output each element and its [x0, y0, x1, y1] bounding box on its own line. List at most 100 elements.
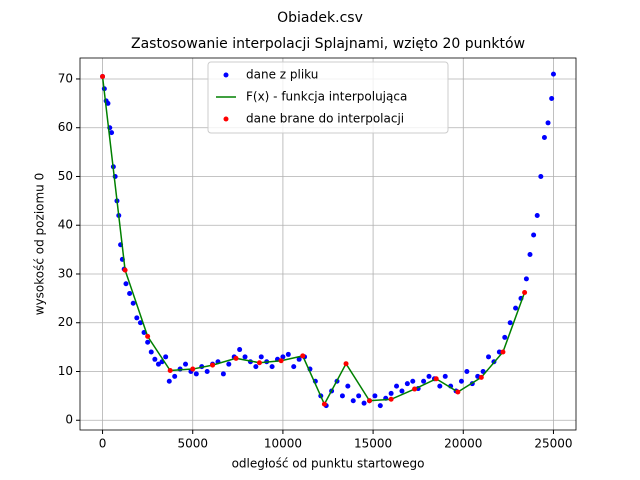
data-line	[101, 76, 526, 406]
data-point	[343, 361, 349, 367]
data-point	[496, 349, 502, 355]
data-point	[134, 315, 140, 321]
data-point	[100, 74, 106, 80]
data-point	[242, 354, 248, 360]
data-point	[502, 334, 508, 340]
data-point	[145, 339, 151, 345]
data-point	[163, 354, 169, 360]
y-tick-label: 30	[58, 266, 73, 280]
data-point	[109, 130, 115, 136]
y-tick-label: 20	[58, 315, 73, 329]
data-point	[167, 368, 173, 374]
y-tick-label: 50	[58, 169, 73, 183]
x-tick-label: 0	[99, 437, 107, 451]
data-point	[137, 320, 143, 326]
data-point	[523, 276, 529, 282]
y-tick-label: 60	[58, 120, 73, 134]
data-point	[226, 361, 232, 367]
data-point	[513, 305, 519, 311]
data-point	[345, 383, 351, 389]
data-point	[253, 364, 259, 370]
data-point	[123, 281, 129, 287]
x-axis-label: odległość od punktu startowego	[232, 457, 425, 471]
data-point	[233, 355, 239, 361]
data-point	[545, 120, 551, 126]
data-point	[258, 354, 264, 360]
data-point	[321, 401, 327, 407]
data-point	[426, 373, 432, 379]
data-point	[455, 389, 461, 395]
data-point	[285, 351, 291, 357]
legend-swatch	[223, 116, 229, 122]
data-point	[527, 251, 533, 257]
data-point	[388, 396, 394, 402]
data-point	[237, 347, 243, 353]
data-point	[155, 361, 161, 367]
data-point	[538, 173, 544, 179]
legend-swatch	[223, 72, 229, 78]
data-point	[122, 267, 128, 273]
data-point	[550, 71, 556, 77]
y-tick-label: 40	[58, 218, 73, 232]
x-tick-label: 10000	[264, 437, 302, 451]
data-point	[291, 364, 297, 370]
data-point	[534, 212, 540, 218]
data-point	[549, 95, 555, 101]
data-point	[437, 383, 443, 389]
legend-label: F(x) - funkcja interpolująca	[246, 90, 407, 104]
x-tick-label: 15000	[354, 437, 392, 451]
x-tick-label: 20000	[444, 437, 482, 451]
data-point	[421, 378, 427, 384]
data-point	[412, 386, 418, 392]
data-point	[394, 383, 400, 389]
data-point	[458, 378, 464, 384]
y-tick-label: 70	[58, 71, 73, 85]
data-point	[172, 373, 178, 379]
data-point	[507, 320, 513, 326]
data-point	[300, 353, 306, 359]
data-point	[339, 393, 345, 399]
data-point	[130, 300, 136, 306]
data-point	[166, 378, 172, 384]
x-tick-label: 25000	[534, 437, 572, 451]
data-point	[442, 373, 448, 379]
data-point	[372, 393, 378, 399]
data-point	[280, 354, 286, 360]
data-point	[210, 362, 216, 368]
data-point	[366, 398, 372, 404]
data-point	[404, 381, 410, 387]
data-point	[193, 371, 199, 377]
data-point	[399, 388, 405, 394]
data-point	[541, 134, 547, 140]
data-point	[256, 360, 262, 366]
data-point	[433, 376, 439, 382]
data-point	[531, 232, 537, 238]
data-point	[278, 358, 284, 364]
data-point	[388, 390, 394, 396]
data-point	[410, 378, 416, 384]
data-point	[296, 356, 302, 362]
y-tick-label: 10	[58, 364, 73, 378]
data-point	[350, 398, 356, 404]
plot-frame	[79, 57, 577, 431]
legend-box	[207, 61, 449, 134]
data-point	[486, 354, 492, 360]
data-point	[183, 361, 189, 367]
data-point	[127, 290, 133, 296]
data-point	[377, 403, 383, 409]
data-point	[152, 356, 158, 362]
data-point	[464, 368, 470, 374]
data-point	[361, 400, 367, 406]
x-tick-label: 5000	[177, 437, 208, 451]
data-point	[269, 364, 275, 370]
data-point	[478, 374, 484, 380]
y-axis-label: wysokość od poziomu 0	[33, 173, 47, 316]
data-point	[145, 333, 151, 339]
chart-subtitle: Zastosowanie interpolacji Splajnami, wzi…	[131, 36, 525, 52]
data-point	[220, 371, 226, 377]
legend-label: dane brane do interpolacji	[246, 112, 404, 126]
chart-title: Obiadek.csv	[277, 10, 363, 26]
data-point	[204, 368, 210, 374]
